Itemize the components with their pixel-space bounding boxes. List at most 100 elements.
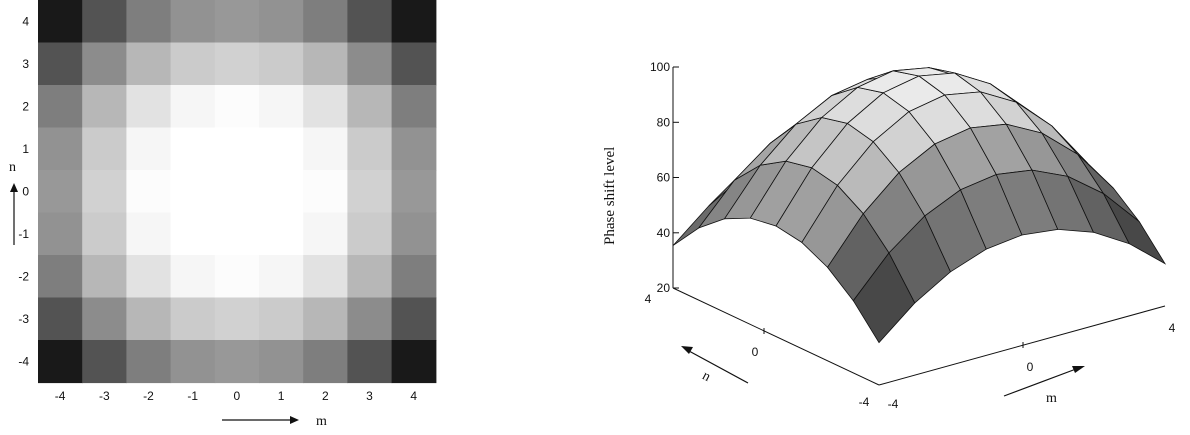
n-tick-label: 4	[645, 292, 652, 306]
z-tick-label: 100	[650, 60, 670, 74]
heatmap-cell	[303, 297, 348, 341]
heatmap-cell	[391, 85, 437, 129]
heatmap-cell	[170, 212, 216, 256]
heatmap-cell	[259, 42, 304, 86]
heatmap-x-tick-labels: -4 -3 -2 -1 0 1 2 3 4	[55, 389, 418, 403]
heatmap-cell	[303, 170, 348, 214]
heatmap-cell	[347, 340, 393, 384]
n-tick-label: 0	[752, 345, 759, 359]
surface-m-label: m	[1046, 391, 1057, 406]
heatmap-x-tick-label: 0	[234, 389, 241, 403]
heatmap-cell	[126, 127, 172, 171]
heatmap-cell	[214, 42, 260, 86]
heatmap-cell	[170, 0, 216, 44]
heatmap-cell	[347, 127, 393, 171]
heatmap-cell	[38, 212, 83, 256]
z-tick-label: 40	[657, 226, 671, 240]
heatmap-cell	[82, 340, 127, 384]
heatmap-cell	[214, 340, 260, 384]
heatmap-cell	[214, 255, 260, 299]
heatmap-cell	[391, 127, 437, 171]
m-direction-arrowhead	[1072, 366, 1085, 373]
heatmap-cell	[391, 0, 437, 44]
heatmap-cell	[303, 340, 348, 384]
z-tick-label: 60	[657, 171, 671, 185]
heatmap-cell	[82, 255, 127, 299]
heatmap-cell	[259, 127, 304, 171]
heatmap-cell	[347, 297, 393, 341]
heatmap-x-tick-label: 1	[278, 389, 285, 403]
heatmap-cell	[259, 255, 304, 299]
heatmap-y-tick-label: 3	[22, 57, 29, 71]
heatmap-cell	[391, 340, 437, 384]
heatmap-cell	[259, 85, 304, 129]
heatmap-cell	[38, 127, 83, 171]
heatmap-cell	[303, 255, 348, 299]
heatmap-cell	[126, 42, 172, 86]
heatmap-cell	[391, 170, 437, 214]
surface-n-label: n	[700, 368, 713, 385]
heatmap-y-tick-label: 4	[22, 14, 29, 28]
n-direction-arrow	[688, 350, 749, 384]
m-direction-arrow	[1003, 368, 1077, 397]
heatmap-y-tick-label: -1	[18, 227, 29, 241]
heatmap-cell	[303, 212, 348, 256]
heatmap-cell	[347, 42, 393, 86]
heatmap-y-tick-label: -4	[18, 354, 29, 368]
heatmap-cell	[303, 127, 348, 171]
heatmap-cell	[214, 0, 260, 44]
heatmap-cell	[214, 297, 260, 341]
heatmap-cell	[259, 212, 304, 256]
heatmap-cell	[214, 127, 260, 171]
heatmap-cell	[126, 255, 172, 299]
heatmap-y-tick-label: -2	[18, 269, 29, 283]
heatmap-cell	[347, 212, 393, 256]
heatmap-cell	[170, 255, 216, 299]
heatmap-x-axis-label: m	[316, 414, 327, 429]
heatmap-chart: -4 -3 -2 -1 0 1 2 3 4 -4 -3 -2 -1 0 1 2 3 4 m n	[9, 0, 437, 429]
z-tick-labels: 20 40 60 80 100	[650, 60, 679, 295]
heatmap-cell	[391, 255, 437, 299]
heatmap-cell	[303, 85, 348, 129]
heatmap-x-tick-label: -4	[55, 389, 66, 403]
heatmap-cell	[126, 297, 172, 341]
heatmap-y-tick-label: 2	[22, 99, 29, 113]
heatmap-cell	[391, 42, 437, 86]
y-axis-arrowhead	[10, 183, 18, 192]
heatmap-cell	[38, 340, 83, 384]
heatmap-cell	[347, 170, 393, 214]
heatmap-cell	[38, 170, 83, 214]
heatmap-cell	[259, 340, 304, 384]
heatmap-cell	[391, 212, 437, 256]
heatmap-cell	[303, 0, 348, 44]
heatmap-cell	[126, 170, 172, 214]
heatmap-x-tick-label: 4	[410, 389, 417, 403]
heatmap-cell	[170, 85, 216, 129]
heatmap-cell	[170, 170, 216, 214]
x-axis-arrowhead	[290, 416, 299, 424]
heatmap-cell	[82, 85, 127, 129]
heatmap-cell	[82, 127, 127, 171]
heatmap-cell	[82, 42, 127, 86]
heatmap-cell	[214, 85, 260, 129]
heatmap-cell	[170, 340, 216, 384]
heatmap-cell	[347, 255, 393, 299]
heatmap-cell	[126, 85, 172, 129]
heatmap-cell	[82, 170, 127, 214]
heatmap-cell	[126, 340, 172, 384]
heatmap-cell	[82, 297, 127, 341]
heatmap-cell	[170, 127, 216, 171]
n-direction-arrowhead	[681, 346, 693, 354]
m-tick-label: 4	[1169, 321, 1176, 335]
heatmap-cell	[170, 42, 216, 86]
heatmap-cell	[38, 85, 83, 129]
heatmap-cell	[170, 297, 216, 341]
n-axis-line	[672, 287, 880, 386]
heatmap-cell	[38, 255, 83, 299]
heatmap-x-tick-label: 3	[366, 389, 373, 403]
heatmap-cell	[347, 85, 393, 129]
heatmap-cell	[303, 42, 348, 86]
base-tick-labels: -4 0 4 -4 0 4	[645, 292, 1176, 411]
surface-patch	[1103, 193, 1167, 265]
